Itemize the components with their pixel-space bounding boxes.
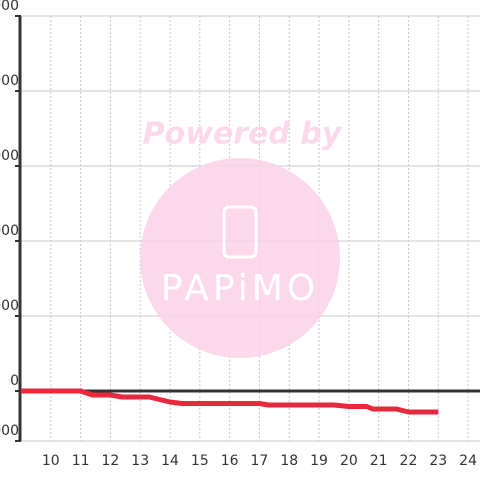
- y-tick-label: -20,000: [0, 423, 19, 439]
- x-tick-label: 17: [251, 453, 269, 469]
- data-line: [21, 388, 439, 415]
- watermark-phone: [222, 205, 258, 259]
- x-tick-label: 24: [459, 453, 477, 469]
- x-tick-label: 10: [42, 453, 60, 469]
- y-tick-label: 120,000: [0, 73, 19, 89]
- x-tick-label: 13: [131, 453, 149, 469]
- watermark-logo: PAPiMO: [161, 268, 319, 309]
- x-tick-label: 19: [310, 453, 328, 469]
- x-tick-label: 18: [280, 453, 298, 469]
- watermark-text: Powered by: [143, 117, 343, 152]
- x-tick-label: 12: [102, 453, 120, 469]
- x-tick-label: 23: [429, 453, 447, 469]
- x-tick-label: 14: [161, 453, 179, 469]
- x-tick-label: 21: [370, 453, 388, 469]
- y-tick-label: 60,000: [0, 223, 19, 239]
- x-tick-label: 16: [221, 453, 239, 469]
- x-tick-label: 20: [340, 453, 358, 469]
- x-tick-label: 11: [72, 453, 90, 469]
- x-tick-label: 15: [191, 453, 209, 469]
- y-tick-label: 0: [10, 373, 19, 389]
- x-tick-label: 22: [400, 453, 418, 469]
- y-tick-label: 90,000: [0, 148, 19, 164]
- y-tick-label: 30,000: [0, 298, 19, 314]
- watermark: Powered by PAPiMO: [140, 117, 343, 358]
- y-tick-label: 150,000: [0, 0, 19, 14]
